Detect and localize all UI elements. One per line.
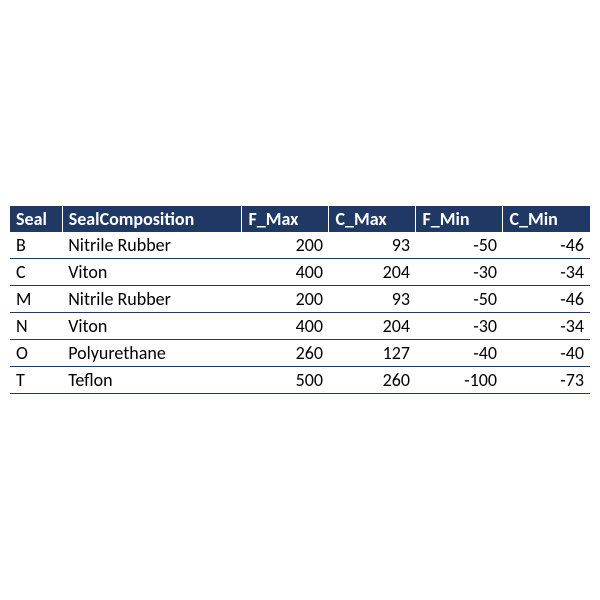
col-header-comp: SealComposition [62, 206, 242, 232]
seal-table: SealSealCompositionF_MaxC_MaxF_MinC_Min … [10, 206, 590, 394]
table-row: CViton400204-30-34 [10, 259, 590, 286]
cell-fmin: -30 [416, 259, 503, 286]
cell-seal: T [10, 367, 62, 394]
cell-fmin: -100 [416, 367, 503, 394]
cell-comp: Polyurethane [62, 340, 242, 367]
cell-fmax: 400 [242, 259, 329, 286]
cell-seal: M [10, 286, 62, 313]
cell-cmax: 127 [329, 340, 416, 367]
cell-cmax: 93 [329, 232, 416, 259]
cell-cmax: 204 [329, 259, 416, 286]
cell-fmin: -40 [416, 340, 503, 367]
cell-cmin: -34 [503, 259, 590, 286]
cell-seal: B [10, 232, 62, 259]
cell-cmin: -46 [503, 286, 590, 313]
cell-comp: Nitrile Rubber [62, 232, 242, 259]
cell-cmin: -46 [503, 232, 590, 259]
cell-cmin: -34 [503, 313, 590, 340]
col-header-fmax: F_Max [242, 206, 329, 232]
cell-fmax: 260 [242, 340, 329, 367]
cell-cmin: -73 [503, 367, 590, 394]
cell-cmax: 93 [329, 286, 416, 313]
table-row: NViton400204-30-34 [10, 313, 590, 340]
table-row: TTeflon500260-100-73 [10, 367, 590, 394]
col-header-cmax: C_Max [329, 206, 416, 232]
cell-comp: Viton [62, 259, 242, 286]
cell-seal: N [10, 313, 62, 340]
cell-fmin: -50 [416, 232, 503, 259]
cell-cmin: -40 [503, 340, 590, 367]
cell-fmax: 200 [242, 232, 329, 259]
cell-fmin: -30 [416, 313, 503, 340]
cell-comp: Teflon [62, 367, 242, 394]
cell-comp: Nitrile Rubber [62, 286, 242, 313]
cell-cmax: 260 [329, 367, 416, 394]
header-row: SealSealCompositionF_MaxC_MaxF_MinC_Min [10, 206, 590, 232]
col-header-seal: Seal [10, 206, 62, 232]
cell-fmax: 400 [242, 313, 329, 340]
cell-fmax: 200 [242, 286, 329, 313]
cell-seal: O [10, 340, 62, 367]
cell-comp: Viton [62, 313, 242, 340]
cell-fmax: 500 [242, 367, 329, 394]
table-row: OPolyurethane260127-40-40 [10, 340, 590, 367]
cell-fmin: -50 [416, 286, 503, 313]
table-row: MNitrile Rubber20093-50-46 [10, 286, 590, 313]
col-header-fmin: F_Min [416, 206, 503, 232]
seal-table-container: SealSealCompositionF_MaxC_MaxF_MinC_Min … [10, 206, 590, 394]
cell-seal: C [10, 259, 62, 286]
col-header-cmin: C_Min [503, 206, 590, 232]
table-row: BNitrile Rubber20093-50-46 [10, 232, 590, 259]
cell-cmax: 204 [329, 313, 416, 340]
table-body: BNitrile Rubber20093-50-46CViton400204-3… [10, 232, 590, 394]
table-head: SealSealCompositionF_MaxC_MaxF_MinC_Min [10, 206, 590, 232]
